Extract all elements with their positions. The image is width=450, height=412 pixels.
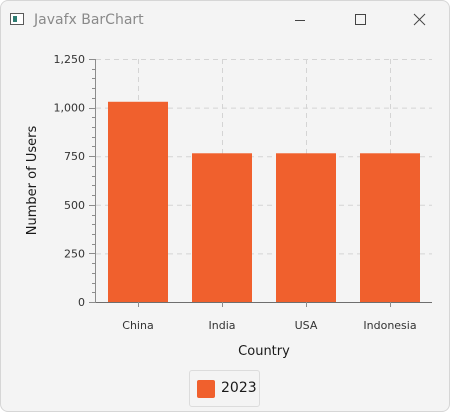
legend-swatch [197, 380, 215, 398]
bar-usa [276, 153, 336, 302]
bar-india [192, 153, 252, 302]
maximize-icon [355, 14, 366, 25]
y-tick-label: 250 [64, 247, 85, 260]
x-axis-title: Country [238, 344, 290, 359]
x-tick-label: India [209, 319, 236, 332]
axis-labels: 0 250 500 750 1,000 1,250 China India USA Indones… [25, 53, 417, 359]
y-tick-label: 1,000 [54, 102, 86, 115]
legend-label: 2023 [221, 380, 257, 396]
app-icon [10, 13, 24, 25]
y-tick-label: 1,250 [54, 53, 86, 66]
minimize-button[interactable] [277, 1, 323, 39]
x-tick-label: USA [295, 319, 318, 332]
title-bar[interactable]: Javafx BarChart [1, 1, 449, 39]
minimize-icon [295, 20, 305, 21]
bar-indonesia [360, 153, 420, 302]
bar-series [108, 101, 420, 302]
maximize-button[interactable] [337, 1, 383, 39]
chart-legend: 2023 [189, 370, 260, 407]
y-tick-label: 0 [78, 296, 85, 309]
x-tick-label: Indonesia [363, 319, 416, 332]
y-axis-title: Number of Users [25, 126, 40, 236]
window-title: Javafx BarChart [34, 12, 144, 28]
close-button[interactable] [397, 1, 443, 39]
y-tick-label: 500 [64, 199, 85, 212]
y-tick-label: 750 [64, 150, 85, 163]
axes [89, 59, 432, 307]
close-icon [413, 13, 426, 26]
bar-china [108, 101, 168, 302]
x-tick-label: China [122, 319, 153, 332]
